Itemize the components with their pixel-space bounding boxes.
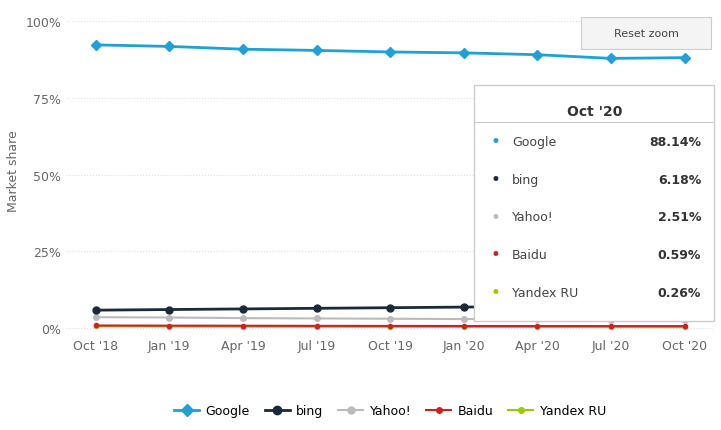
FancyBboxPatch shape — [581, 18, 711, 49]
Baidu — [606, 324, 615, 329]
Baidu — [92, 323, 100, 329]
Google — [681, 56, 689, 61]
Text: 0.59%: 0.59% — [658, 249, 701, 261]
Baidu — [312, 323, 321, 329]
Text: Oct '20: Oct '20 — [567, 105, 622, 119]
Text: 88.14%: 88.14% — [649, 135, 701, 148]
Text: Baidu: Baidu — [512, 249, 548, 261]
Y-axis label: Market share: Market share — [7, 130, 20, 212]
Google — [165, 45, 174, 50]
bing — [681, 307, 689, 312]
Baidu — [239, 323, 247, 329]
bing — [533, 304, 541, 309]
Line: Yandex RU: Yandex RU — [94, 325, 686, 329]
Yahoo! — [533, 317, 541, 322]
Yandex RU — [92, 324, 100, 329]
Google — [386, 50, 394, 55]
Text: 0.26%: 0.26% — [658, 286, 701, 299]
Point — [138, 324, 146, 329]
Yahoo! — [681, 318, 689, 323]
Text: •: • — [490, 171, 500, 189]
Google — [239, 47, 247, 52]
Baidu — [681, 324, 689, 329]
Line: bing: bing — [92, 303, 688, 314]
Yandex RU — [533, 325, 541, 330]
Yahoo! — [386, 316, 394, 322]
Text: 2.51%: 2.51% — [658, 211, 701, 224]
Text: •: • — [490, 208, 500, 226]
Google — [312, 49, 321, 54]
Text: •: • — [490, 246, 500, 264]
Yahoo! — [239, 316, 247, 321]
Yahoo! — [92, 315, 100, 320]
FancyBboxPatch shape — [474, 86, 714, 321]
bing — [92, 308, 100, 313]
Google — [92, 43, 100, 48]
Yandex RU — [386, 325, 394, 330]
Baidu — [386, 323, 394, 329]
bing — [239, 307, 247, 312]
Text: 6.18%: 6.18% — [658, 173, 701, 186]
bing — [459, 305, 468, 310]
Baidu — [533, 324, 541, 329]
Yandex RU — [681, 325, 689, 330]
Line: Google: Google — [92, 42, 688, 63]
Text: Yahoo!: Yahoo! — [512, 211, 554, 224]
Google — [459, 51, 468, 56]
Yahoo! — [165, 315, 174, 320]
Google — [533, 53, 541, 58]
Baidu — [459, 324, 468, 329]
Text: Google: Google — [512, 135, 556, 148]
Legend: Google, bing, Yahoo!, Baidu, Yandex RU: Google, bing, Yahoo!, Baidu, Yandex RU — [169, 399, 611, 422]
Yandex RU — [239, 324, 247, 329]
Yandex RU — [312, 324, 321, 329]
Text: Yandex RU: Yandex RU — [512, 286, 578, 299]
bing — [606, 304, 615, 309]
Google — [606, 57, 615, 62]
Text: bing: bing — [512, 173, 539, 186]
Yahoo! — [606, 317, 615, 322]
bing — [312, 306, 321, 311]
Yahoo! — [312, 316, 321, 321]
Line: Yahoo!: Yahoo! — [93, 315, 687, 323]
Yahoo! — [459, 317, 468, 322]
Baidu — [165, 323, 174, 329]
Yandex RU — [459, 325, 468, 330]
Yandex RU — [606, 325, 615, 330]
Point — [165, 324, 174, 329]
Yandex RU — [165, 324, 174, 329]
bing — [386, 305, 394, 310]
Line: Baidu: Baidu — [94, 324, 686, 329]
Text: •: • — [490, 133, 500, 151]
Text: Reset zoom: Reset zoom — [614, 29, 678, 39]
Text: •: • — [490, 283, 500, 301]
bing — [165, 307, 174, 313]
